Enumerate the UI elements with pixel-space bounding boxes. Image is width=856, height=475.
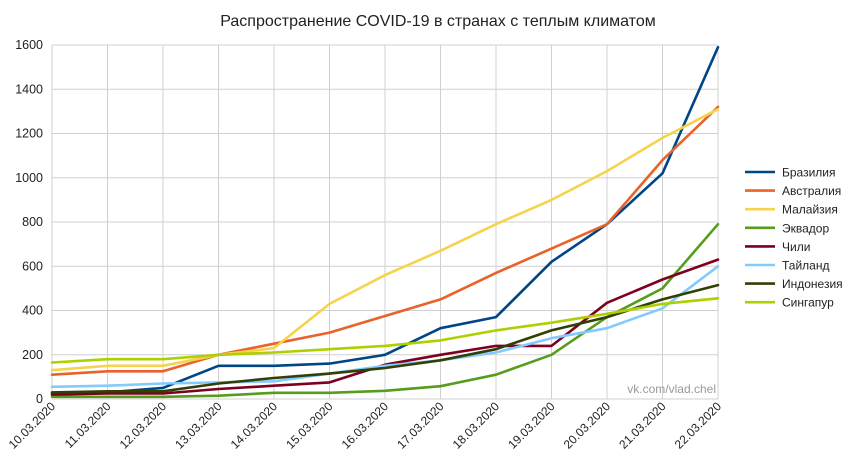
- legend: Бразилия Австралия Малайзия Эквадор Чили Тайл…: [745, 166, 843, 310]
- x-tick-label: 13.03.2020: [172, 399, 225, 452]
- series-line: [50, 107, 720, 372]
- y-tick-label: 1400: [15, 82, 43, 96]
- y-axis-ticks: 0 200 400 600 800 1000 1200 1400 1600: [15, 38, 43, 406]
- x-tick-label: 20.03.2020: [561, 399, 614, 452]
- grid-lines: [51, 44, 719, 400]
- x-tick-label: 17.03.2020: [394, 399, 447, 452]
- legend-label: Сингапур: [782, 296, 834, 310]
- x-tick-label: 12.03.2020: [117, 399, 170, 452]
- y-tick-label: 0: [36, 392, 43, 406]
- watermark: vk.com/vlad.chel: [627, 382, 716, 396]
- legend-label: Австралия: [782, 184, 841, 198]
- y-tick-label: 400: [22, 304, 43, 318]
- x-tick-label: 14.03.2020: [228, 399, 281, 452]
- y-tick-label: 1000: [15, 171, 43, 185]
- y-tick-label: 1200: [15, 127, 43, 141]
- series-line: [50, 296, 720, 364]
- series-lines: [50, 45, 720, 399]
- y-tick-label: 600: [22, 259, 43, 273]
- chart-title: Распространение COVID-19 в странах с теп…: [220, 13, 655, 30]
- series-line: [50, 264, 720, 389]
- x-tick-label: 21.03.2020: [616, 399, 669, 452]
- x-tick-label: 16.03.2020: [339, 399, 392, 452]
- legend-label: Бразилия: [782, 166, 836, 180]
- x-tick-label: 22.03.2020: [672, 399, 725, 452]
- legend-label: Чили: [782, 240, 810, 254]
- x-tick-label: 10.03.2020: [6, 399, 59, 452]
- legend-label: Эквадор: [782, 221, 829, 235]
- x-axis-ticks: 10.03.2020 11.03.2020 12.03.2020 13.03.2020…: [6, 399, 725, 452]
- legend-label: Индонезия: [782, 277, 843, 291]
- x-tick-label: 11.03.2020: [62, 399, 114, 451]
- y-tick-label: 200: [22, 348, 43, 362]
- x-tick-label: 15.03.2020: [283, 399, 336, 452]
- x-tick-label: 19.03.2020: [505, 399, 558, 452]
- x-tick-label: 18.03.2020: [450, 399, 503, 452]
- legend-label: Малайзия: [782, 203, 838, 217]
- y-tick-label: 1600: [15, 38, 43, 52]
- series-line: [50, 283, 720, 394]
- y-tick-label: 800: [22, 215, 43, 229]
- legend-label: Тайланд: [782, 259, 829, 273]
- series-line: [50, 105, 720, 377]
